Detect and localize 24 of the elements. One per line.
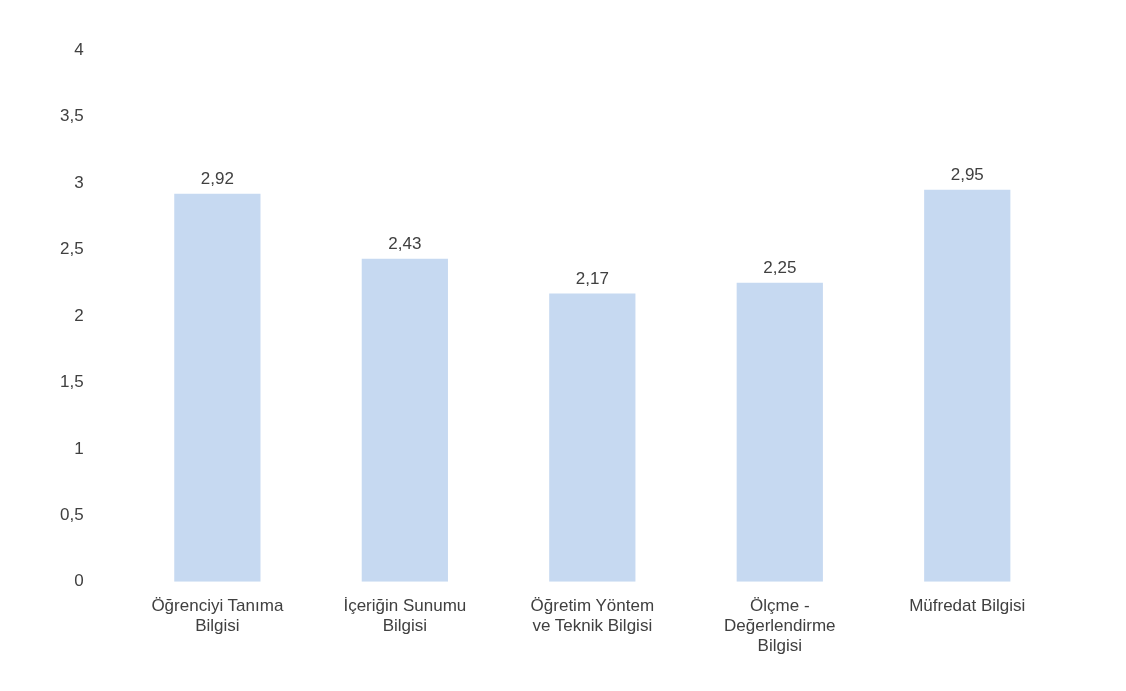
- data-label: 2,17: [575, 268, 609, 288]
- y-tick-label: 0: [74, 571, 84, 591]
- data-label: 2,95: [950, 164, 984, 184]
- bar: [924, 189, 1011, 582]
- y-tick-label: 0,5: [59, 505, 84, 525]
- x-tick-label: Öğrenciyi Tanıma Bilgisi: [151, 595, 284, 636]
- x-tick-label: İçeriğin Sunumu Bilgisi: [343, 595, 467, 636]
- x-tick-label: Ölçme - Değerlendirme Bilgisi: [724, 595, 836, 656]
- bar: [174, 193, 261, 582]
- data-label: 2,92: [200, 168, 234, 188]
- x-tick-label: Müfredat Bilgisi: [909, 595, 1026, 615]
- y-tick-label: 1,5: [59, 372, 84, 392]
- bar: [361, 258, 448, 582]
- y-tick-label: 2: [74, 305, 84, 325]
- y-tick-label: 3,5: [59, 106, 84, 126]
- y-tick-label: 3: [74, 172, 84, 192]
- data-label: 2,43: [388, 234, 422, 254]
- bar: [736, 282, 823, 582]
- y-tick-label: 1: [74, 438, 84, 458]
- y-tick-label: 4: [74, 39, 84, 59]
- data-label: 2,25: [763, 257, 797, 277]
- bar: [549, 293, 636, 582]
- y-tick-label: 2,5: [59, 239, 84, 259]
- x-tick-label: Öğretim Yöntem ve Teknik Bilgisi: [530, 595, 655, 636]
